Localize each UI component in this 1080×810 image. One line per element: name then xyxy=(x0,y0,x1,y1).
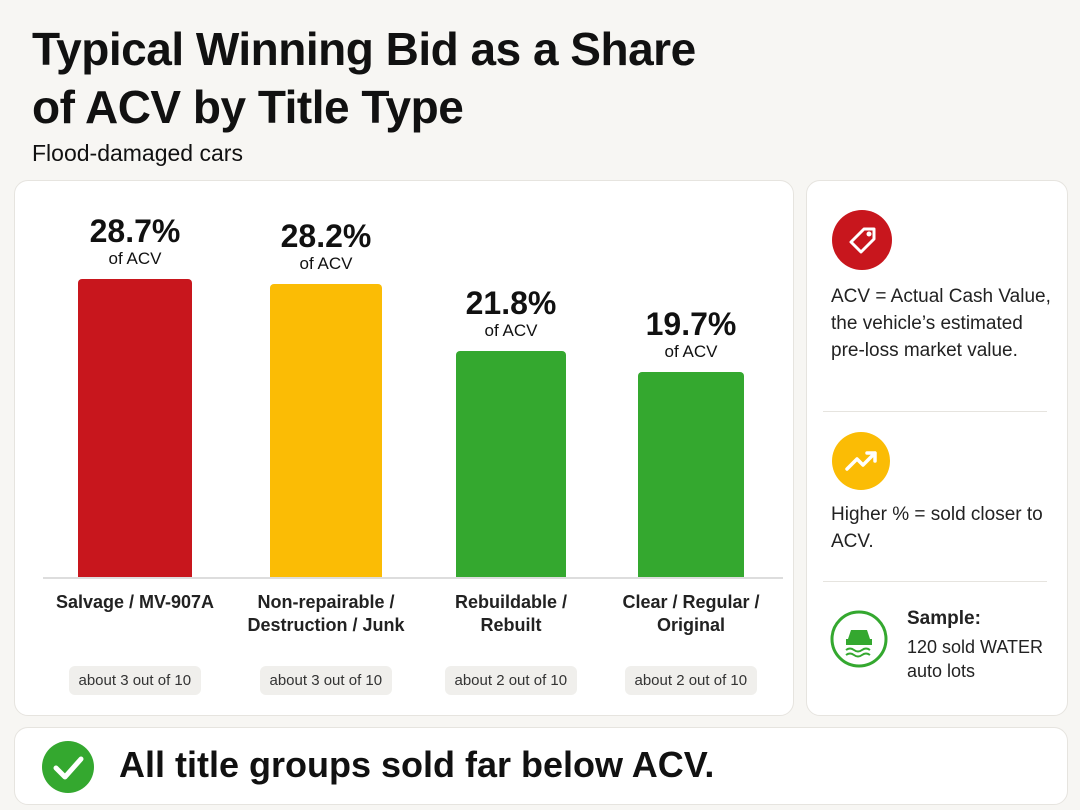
trend-icon xyxy=(832,432,890,490)
category-label: Rebuildable / Rebuilt xyxy=(454,592,568,635)
value-label: 19.7% xyxy=(645,306,737,343)
side-note: 120 sold WATER auto lots xyxy=(907,637,1044,681)
value-label: 28.7% xyxy=(89,213,181,249)
footer-text: All title groups sold far below ACV. xyxy=(119,744,715,785)
category-label: Clear / Regular / Original xyxy=(622,592,760,635)
value-note: of ACV xyxy=(108,249,162,268)
badge: about 3 out of 10 xyxy=(68,666,202,695)
car-water-icon xyxy=(830,610,888,668)
value-note: of ACV xyxy=(664,342,718,362)
chart-title: Typical Winning Bid as a Share of ACV by… xyxy=(32,23,696,133)
value-note: of ACV xyxy=(299,254,353,274)
separator xyxy=(823,581,1047,582)
badge: about 2 out of 10 xyxy=(624,666,758,695)
separator xyxy=(823,411,1047,412)
badge: about 2 out of 10 xyxy=(444,666,578,695)
check-icon xyxy=(42,741,94,793)
chart-card: 28.7% of ACV Salvage / MV-907A about 3 out … xyxy=(14,180,794,716)
side-note: ACV = Actual Cash Value, the vehicle’s e… xyxy=(831,286,1051,361)
category-label: Salvage / MV-907A xyxy=(55,592,215,612)
value-label: 21.8% xyxy=(465,284,557,321)
value-note: of ACV xyxy=(484,320,538,340)
bar xyxy=(456,350,566,577)
side-note: Higher % = sold closer to ACV. xyxy=(831,504,1043,552)
bar xyxy=(270,284,382,577)
bar xyxy=(78,279,192,577)
baseline xyxy=(43,577,783,579)
bar xyxy=(638,372,744,577)
footer-card: All title groups sold far below ACV. xyxy=(14,727,1068,805)
tag-icon xyxy=(832,210,892,270)
badge: about 3 out of 10 xyxy=(259,666,393,695)
side-note-title: Sample: xyxy=(907,608,981,629)
category-label: Non-repairable / Destruction / Junk xyxy=(247,592,405,635)
value-label: 28.2% xyxy=(280,218,372,255)
side-panel: ACV = Actual Cash Value, the vehicle’s e… xyxy=(806,180,1068,716)
chart-subtitle: Flood-damaged cars xyxy=(32,140,243,166)
